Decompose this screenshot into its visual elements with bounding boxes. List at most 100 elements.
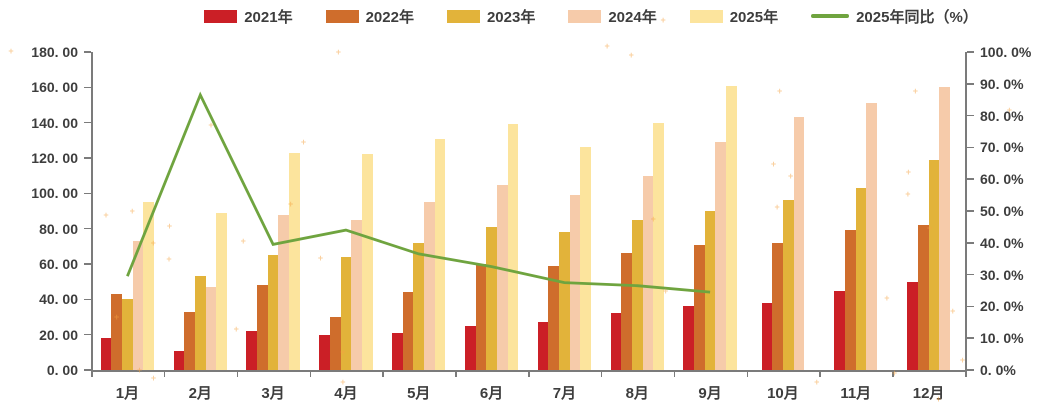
legend-item-2022年: 2022年 <box>325 6 414 27</box>
bar-2022年-4月 <box>329 317 341 370</box>
x-axis-tick <box>528 371 530 377</box>
legend-item-label: 2025年同比（%） <box>856 8 978 26</box>
x-axis-category-label: 9月 <box>698 385 722 402</box>
legend-item-label: 2023年 <box>486 8 536 26</box>
x-axis-category-label: 6月 <box>479 385 504 402</box>
x-axis-tick <box>600 371 603 377</box>
left-axis-tick <box>84 192 91 195</box>
right-axis-tick <box>966 210 974 212</box>
left-axis-tick <box>84 227 91 230</box>
watermark-plus: + <box>103 209 109 220</box>
bar-2024年-4月 <box>351 219 362 370</box>
x-axis-category-label: 12月 <box>912 385 945 402</box>
right-axis-tick <box>966 178 974 180</box>
left-axis-tick-label: 20. 00 <box>39 326 78 343</box>
bar-2021年-11月 <box>834 290 846 370</box>
watermark-plus: + <box>774 202 780 213</box>
x-axis-category-label: 2月 <box>188 385 212 402</box>
bar-2021年-3月 <box>246 331 258 370</box>
legend-color-swatch <box>325 9 359 23</box>
bar-2024年-1月 <box>132 241 144 370</box>
watermark-plus: + <box>166 254 172 265</box>
bar-2025年-9月 <box>726 85 737 370</box>
x-axis-category-label: 7月 <box>552 385 577 402</box>
left-axis-tick-label: 160. 00 <box>31 79 78 96</box>
x-axis-category-label: 1月 <box>115 385 140 402</box>
bar-2024年-11月 <box>866 103 878 370</box>
watermark-plus: + <box>628 49 634 60</box>
right-axis-tick <box>966 305 974 308</box>
bar-2024年-3月 <box>278 214 290 370</box>
left-axis-tick <box>84 157 91 159</box>
x-axis-tick <box>309 371 311 377</box>
bar-2023年-6月 <box>486 226 497 370</box>
right-axis-tick-label: 60. 0% <box>980 171 1024 188</box>
bar-2025年-7月 <box>580 147 592 370</box>
right-axis-tick <box>966 273 974 276</box>
right-axis-tick <box>966 83 974 85</box>
bar-2021年-6月 <box>464 325 476 370</box>
legend-color-swatch <box>568 9 602 23</box>
x-axis-tick <box>455 371 457 377</box>
bar-2024年-6月 <box>496 184 508 370</box>
right-axis-tick-label: 50. 0% <box>980 203 1024 219</box>
right-axis-tick <box>966 242 974 244</box>
legend-item-2025年同比（%）: 2025年同比（%） <box>811 6 978 27</box>
bar-2022年-6月 <box>475 264 487 370</box>
watermark-plus: + <box>770 158 777 169</box>
bar-2021年-10月 <box>761 302 773 370</box>
legend-item-2021年: 2021年 <box>204 6 293 27</box>
right-axis-tick-label: 90. 0% <box>980 75 1024 92</box>
watermark-plus: + <box>905 188 911 199</box>
bar-2023年-12月 <box>928 159 940 370</box>
watermark-plus: + <box>208 119 214 130</box>
bar-2024年-7月 <box>569 195 581 370</box>
x-axis-category-label: 11月 <box>840 385 872 402</box>
watermark-plus: + <box>604 41 610 52</box>
x-axis-tick <box>892 371 894 377</box>
legend-item-label: 2025年 <box>729 8 779 26</box>
bar-2024年-9月 <box>715 142 727 370</box>
bar-2023年-1月 <box>122 299 133 370</box>
bar-2021年-12月 <box>907 281 918 370</box>
legend-line-swatch <box>811 14 850 18</box>
bar-2024年-8月 <box>642 175 654 370</box>
watermark-plus: + <box>912 86 918 97</box>
right-axis-tick-label: 30. 0% <box>980 266 1024 283</box>
bar-2023年-2月 <box>194 276 206 370</box>
bar-2024年-5月 <box>424 202 435 370</box>
right-axis-tick <box>966 51 974 53</box>
bar-2021年-4月 <box>319 334 330 370</box>
bar-2022年-2月 <box>184 311 195 370</box>
left-axis-tick-label: 120. 00 <box>31 150 78 166</box>
x-axis-tick <box>91 371 93 377</box>
left-axis-tick-label: 0. 00 <box>46 362 78 378</box>
x-axis-category-label: 10月 <box>767 385 799 402</box>
legend-item-2024年: 2024年 <box>568 6 657 27</box>
bar-2025年-1月 <box>143 202 155 370</box>
bar-2022年-12月 <box>917 225 929 370</box>
x-axis-tick <box>382 371 384 377</box>
bar-2022年-8月 <box>621 253 632 370</box>
left-axis-tick-label: 140. 00 <box>31 114 78 131</box>
bar-2022年-3月 <box>257 285 268 370</box>
x-axis-category-label: 8月 <box>625 385 649 402</box>
bar-2022年-10月 <box>772 242 783 370</box>
watermark-plus: + <box>335 46 342 57</box>
left-axis-tick-label: 180. 00 <box>31 44 78 60</box>
x-axis-tick <box>965 371 967 377</box>
bar-2023年-11月 <box>855 188 867 370</box>
left-axis-tick <box>84 369 91 371</box>
watermark-plus: + <box>787 171 794 182</box>
watermark-plus: + <box>950 306 956 317</box>
right-axis-tick-label: 80. 0% <box>980 107 1024 124</box>
watermark-plus: + <box>317 252 324 263</box>
left-axis-tick <box>84 333 91 336</box>
left-axis-tick <box>84 263 91 265</box>
bar-2023年-10月 <box>782 200 794 370</box>
legend-item-2025年: 2025年 <box>689 6 779 27</box>
bar-2025年-3月 <box>289 152 300 370</box>
bar-2023年-8月 <box>631 219 643 370</box>
right-axis-tick-label: 20. 0% <box>980 298 1024 315</box>
